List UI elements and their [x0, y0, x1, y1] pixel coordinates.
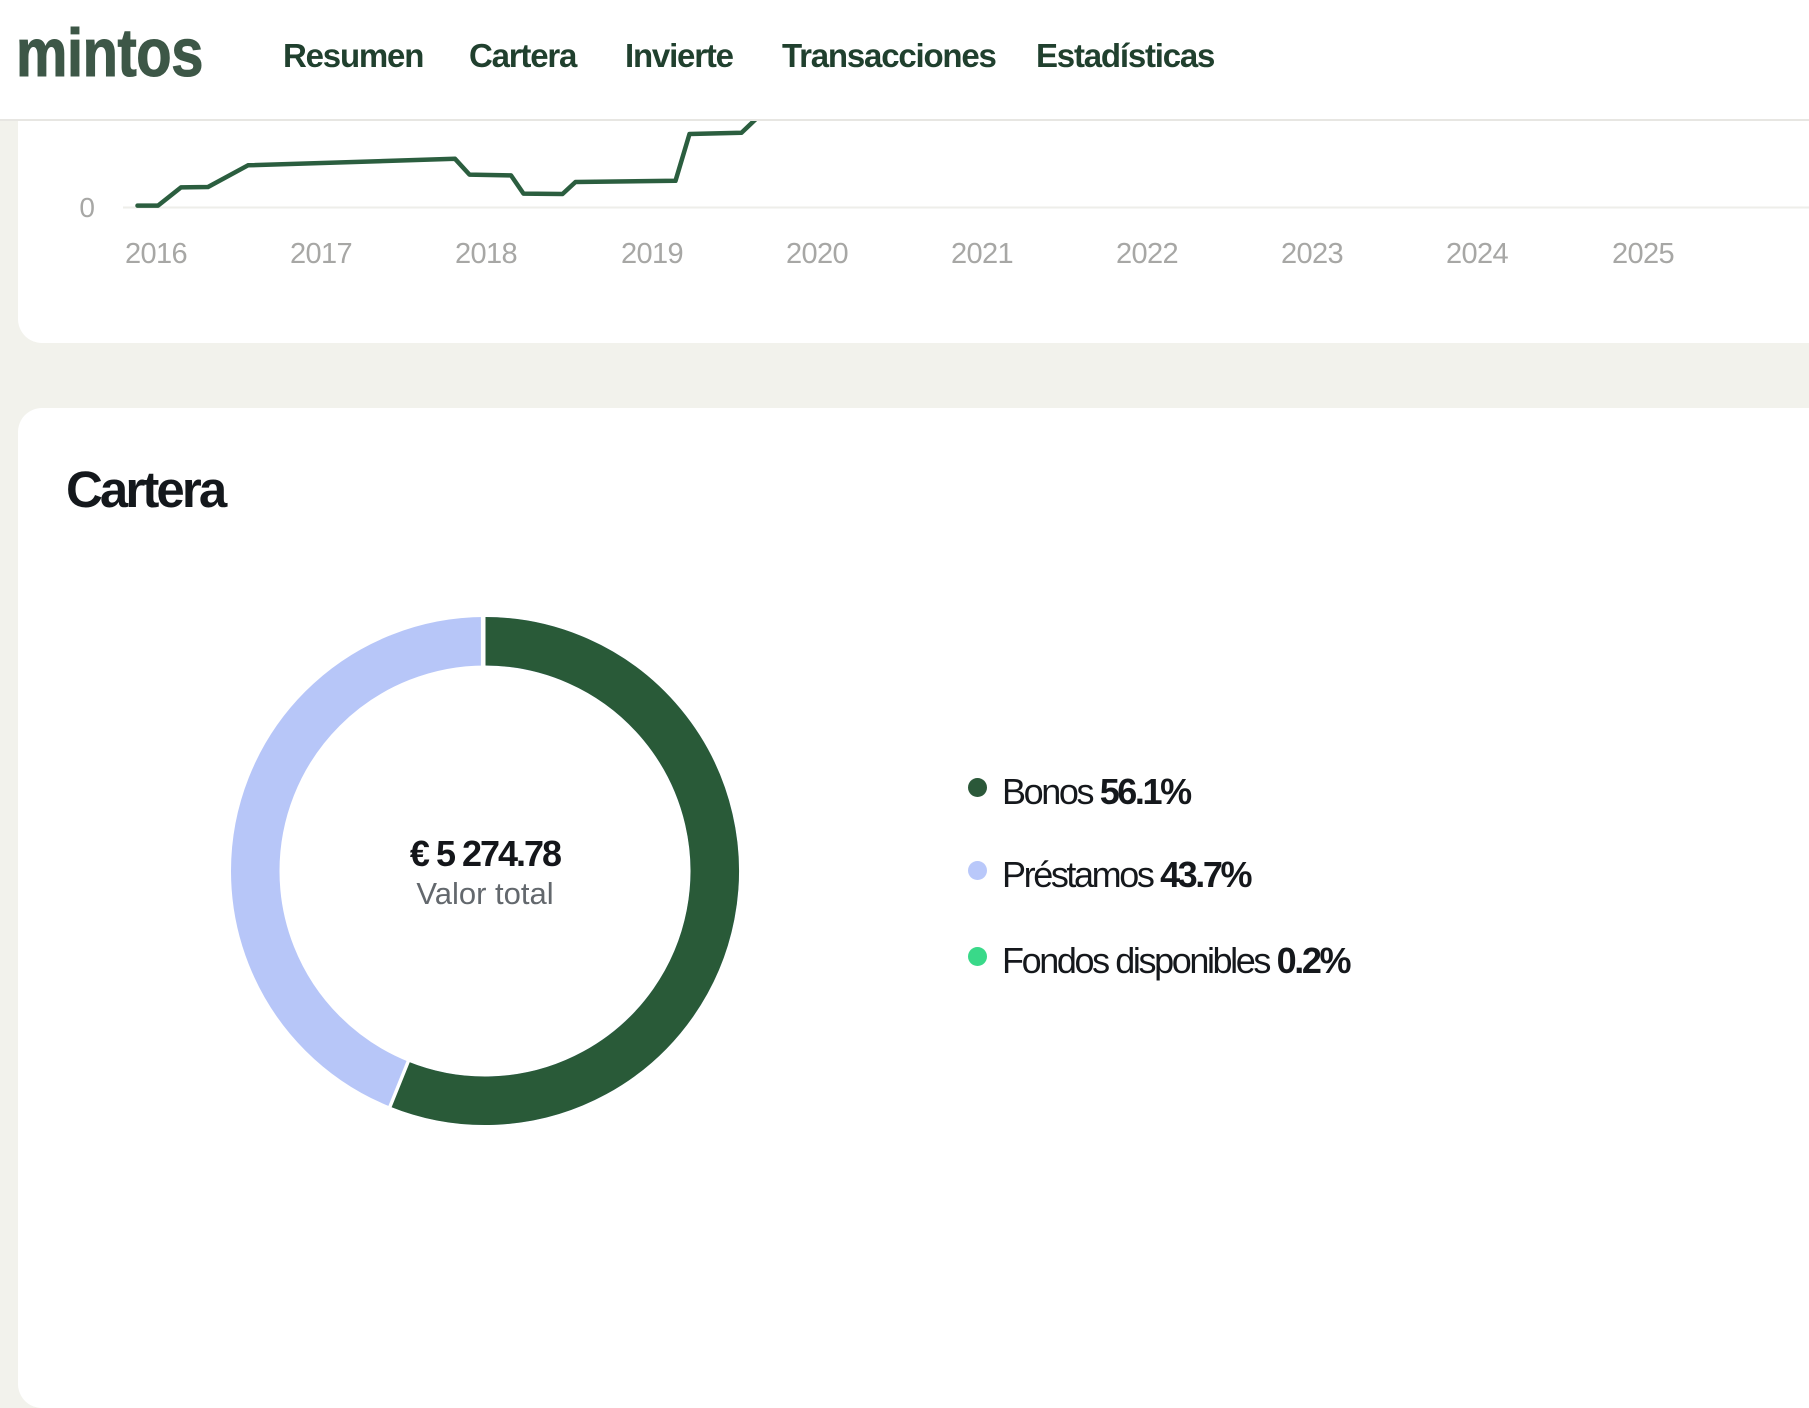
svg-text:2017: 2017	[290, 238, 352, 270]
svg-text:2018: 2018	[455, 238, 517, 270]
svg-text:2021: 2021	[951, 238, 1013, 270]
svg-text:2016: 2016	[125, 238, 187, 270]
svg-text:2019: 2019	[621, 238, 683, 270]
svg-text:2022: 2022	[1116, 238, 1178, 270]
svg-text:2020: 2020	[786, 238, 848, 270]
svg-text:0: 0	[79, 192, 95, 223]
svg-text:2025: 2025	[1612, 238, 1674, 270]
svg-text:2024: 2024	[1446, 238, 1509, 270]
svg-text:2023: 2023	[1281, 238, 1343, 270]
